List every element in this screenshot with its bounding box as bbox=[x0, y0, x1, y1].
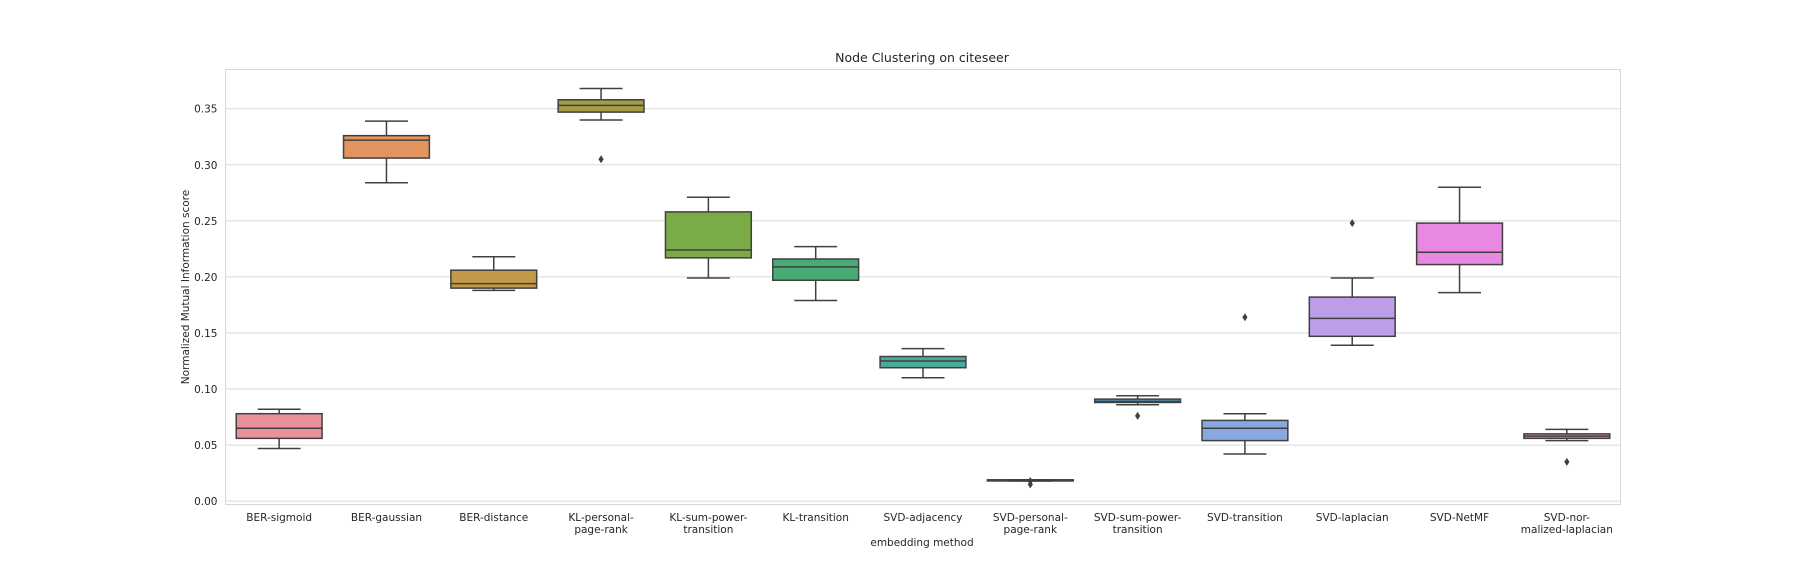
x-axis-label: embedding method bbox=[870, 537, 973, 549]
x-tick-label: SVD-sum-power- bbox=[1094, 512, 1182, 524]
box-group bbox=[557, 87, 645, 164]
x-tick-label: SVD-personal- bbox=[993, 512, 1068, 524]
outlier-point bbox=[1135, 411, 1141, 420]
outlier-point bbox=[1242, 313, 1248, 322]
box-group bbox=[1093, 395, 1182, 420]
box-iqr bbox=[342, 134, 431, 159]
box-iqr bbox=[1308, 296, 1396, 338]
box-group bbox=[879, 347, 967, 379]
x-tick-label: BER-sigmoid bbox=[246, 512, 312, 524]
box-iqr bbox=[879, 355, 967, 369]
box-group bbox=[342, 120, 431, 184]
outlier-point bbox=[1349, 219, 1355, 228]
x-tick-label: transition bbox=[683, 524, 733, 536]
y-tick-label: 0.00 bbox=[194, 496, 217, 508]
x-tick-label: KL-sum-power- bbox=[669, 512, 747, 524]
box-group bbox=[1308, 219, 1396, 347]
box-group bbox=[1415, 186, 1504, 294]
outlier-point bbox=[1564, 457, 1570, 466]
x-tick-label: BER-gaussian bbox=[351, 512, 422, 524]
box-iqr bbox=[235, 412, 323, 440]
box-iqr bbox=[450, 269, 538, 289]
plot-area bbox=[225, 69, 1621, 505]
x-tick-label: SVD-nor- bbox=[1544, 512, 1590, 524]
y-tick-labels: 0.00 0.05 0.10 0.15 0.20 0.25 0.30 0.35 bbox=[194, 104, 217, 508]
x-tick-label: SVD-adjacency bbox=[883, 512, 962, 524]
box-iqr bbox=[1201, 419, 1289, 442]
x-tick-label: KL-personal- bbox=[568, 512, 634, 524]
outlier-point bbox=[1027, 476, 1033, 485]
box-group bbox=[450, 255, 538, 292]
x-tick-label: BER-distance bbox=[459, 512, 528, 524]
y-axis-label: Normalized Mutual Information score bbox=[180, 190, 192, 384]
x-tick-label: page-rank bbox=[574, 524, 628, 536]
box-group bbox=[986, 476, 1074, 489]
y-tick-label: 0.25 bbox=[194, 216, 217, 228]
outlier-point bbox=[598, 155, 604, 164]
y-tick-label: 0.30 bbox=[194, 160, 217, 172]
box-group bbox=[1523, 428, 1611, 466]
box-iqr bbox=[1415, 222, 1504, 266]
x-tick-label: malized-laplacian bbox=[1521, 524, 1613, 536]
box-group bbox=[772, 245, 860, 302]
box-group bbox=[1201, 313, 1289, 455]
x-tick-label: SVD-NetMF bbox=[1430, 512, 1489, 524]
x-tick-label: SVD-laplacian bbox=[1316, 512, 1389, 524]
box-group bbox=[664, 196, 753, 279]
x-tick-label: KL-transition bbox=[783, 512, 849, 524]
y-tick-label: 0.10 bbox=[194, 384, 217, 396]
y-tick-label: 0.05 bbox=[194, 440, 217, 452]
y-tick-label: 0.35 bbox=[194, 104, 217, 116]
box-iqr bbox=[664, 211, 753, 259]
x-tick-label: SVD-transition bbox=[1207, 512, 1283, 524]
y-tick-label: 0.20 bbox=[194, 272, 217, 284]
x-tick-label: transition bbox=[1113, 524, 1163, 536]
y-tick-label: 0.15 bbox=[194, 328, 217, 340]
chart-title: Node Clustering on citeseer bbox=[835, 50, 1010, 65]
x-tick-labels: BER-sigmoid BER-gaussian BER-distance KL-pe… bbox=[246, 512, 1613, 536]
x-tick-label: page-rank bbox=[1004, 524, 1058, 536]
box-group bbox=[235, 408, 323, 450]
box-iqr bbox=[772, 258, 860, 282]
boxes bbox=[235, 87, 1611, 489]
